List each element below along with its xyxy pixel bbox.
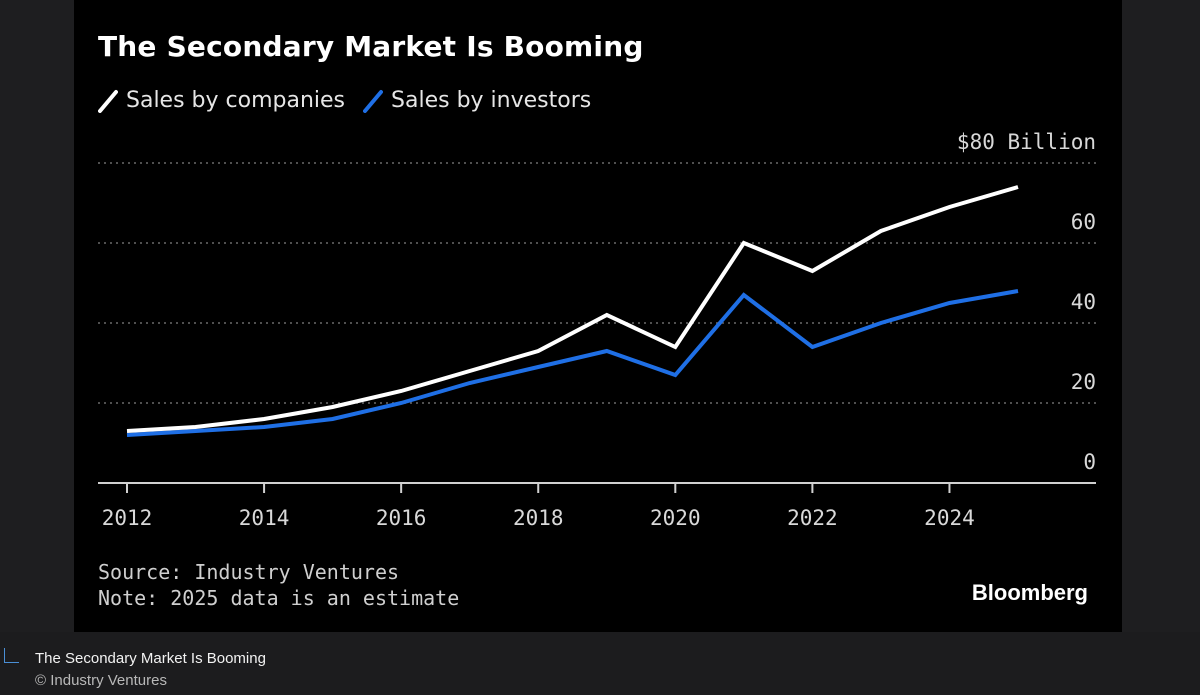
- y-tick-label-40: 40: [1071, 290, 1096, 314]
- x-tick-label-2018: 2018: [513, 506, 564, 530]
- backdrop-right: [1122, 0, 1200, 632]
- x-tick-label-2014: 2014: [239, 506, 290, 530]
- y-tick-label-0: 0: [1083, 450, 1096, 474]
- x-tick-label-2020: 2020: [650, 506, 701, 530]
- bloomberg-logo: Bloomberg: [971, 580, 1088, 605]
- legend-item-companies: Sales by companies: [98, 88, 345, 113]
- caption-title: The Secondary Market Is Booming: [35, 650, 266, 667]
- legend-swatch-companies: [98, 89, 118, 113]
- estimate-note: Note: 2025 data is an estimate: [98, 586, 460, 610]
- x-tick-label-2012: 2012: [102, 506, 153, 530]
- x-tick-label-2016: 2016: [376, 506, 427, 530]
- series-line-investors: [126, 289, 1019, 437]
- caption-bar: The Secondary Market Is Booming © Indust…: [0, 632, 1200, 695]
- line-chart: 0 20 40 60 $80 Billion 2012 2014 2016 2018 2020 20…: [98, 130, 1096, 530]
- series-line-companies: [126, 185, 1019, 433]
- caption-credit: © Industry Ventures: [35, 672, 167, 689]
- caption-corner-icon: [4, 648, 19, 663]
- y-tick-label-20: 20: [1071, 370, 1096, 394]
- legend-label-companies: Sales by companies: [126, 88, 346, 113]
- backdrop-left: [0, 0, 74, 632]
- legend-label-investors: Sales by investors: [391, 88, 592, 113]
- x-tick-label-2022: 2022: [787, 506, 838, 530]
- legend-swatch-investors: [363, 89, 384, 113]
- legend-item-investors: Sales by investors: [363, 88, 591, 113]
- legend: Sales by companies Sales by investors: [98, 88, 609, 113]
- chart-card: The Secondary Market Is Booming Sales by…: [74, 0, 1122, 632]
- chart-title: The Secondary Market Is Booming: [98, 30, 644, 63]
- x-tick-label-2024: 2024: [924, 506, 975, 530]
- source-note: Source: Industry Ventures: [98, 560, 400, 584]
- y-tick-label-60: 60: [1071, 210, 1096, 234]
- y-tick-label-80: $80 Billion: [957, 130, 1096, 154]
